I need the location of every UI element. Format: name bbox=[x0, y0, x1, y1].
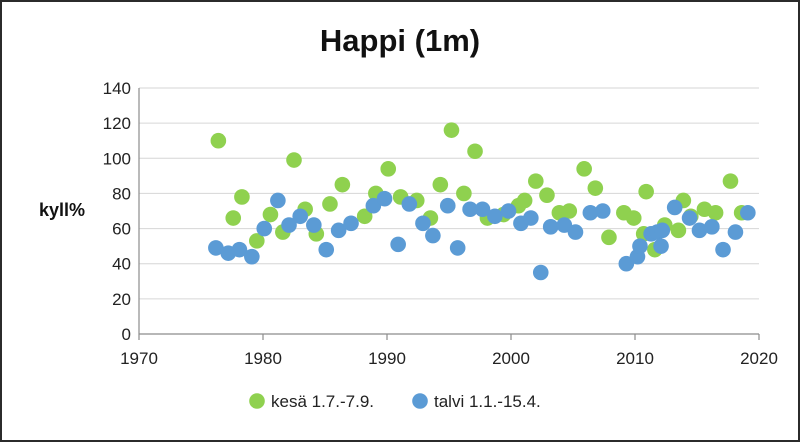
y-tick-label: 40 bbox=[112, 255, 131, 274]
legend-marker bbox=[412, 393, 428, 409]
data-point bbox=[210, 132, 227, 149]
data-point bbox=[286, 152, 302, 168]
data-point bbox=[691, 222, 708, 239]
data-point bbox=[270, 192, 286, 209]
data-point bbox=[449, 240, 466, 256]
x-tick-label: 1990 bbox=[368, 349, 406, 368]
data-point bbox=[401, 196, 418, 212]
y-tick-label: 120 bbox=[103, 114, 131, 133]
data-point bbox=[654, 222, 671, 239]
data-point bbox=[334, 176, 351, 193]
data-point bbox=[225, 210, 242, 226]
data-point bbox=[556, 217, 573, 233]
data-point bbox=[467, 143, 483, 160]
axes bbox=[138, 88, 760, 340]
legend-label: kesä 1.7.-7.9. bbox=[271, 392, 374, 411]
data-point bbox=[704, 219, 720, 235]
data-point bbox=[322, 196, 338, 212]
data-point bbox=[722, 173, 739, 189]
data-point bbox=[439, 197, 456, 214]
data-point bbox=[594, 203, 611, 219]
x-tick-label: 2010 bbox=[616, 349, 654, 368]
data-point bbox=[234, 189, 250, 205]
data-point bbox=[587, 180, 604, 196]
data-point bbox=[740, 204, 756, 221]
data-point bbox=[425, 227, 441, 244]
gridlines bbox=[139, 87, 759, 300]
data-point bbox=[356, 208, 373, 225]
data-point bbox=[542, 219, 559, 235]
tick-labels: 0 20 40 60 80 100 120 140 1970 1980 1990 2000 2010 20… bbox=[103, 79, 778, 368]
legend-marker bbox=[249, 393, 265, 409]
data-point bbox=[256, 220, 273, 237]
data-point bbox=[653, 238, 669, 254]
x-tick-label: 2000 bbox=[492, 349, 530, 368]
y-tick-label: 100 bbox=[103, 149, 131, 168]
data-point bbox=[262, 206, 279, 223]
data-point bbox=[516, 192, 533, 209]
data-point bbox=[582, 204, 599, 221]
data-point bbox=[539, 187, 555, 203]
data-point bbox=[532, 264, 549, 281]
data-point bbox=[330, 222, 347, 239]
y-tick-label: 0 bbox=[122, 325, 131, 344]
data-point bbox=[561, 203, 578, 219]
data-point bbox=[380, 161, 397, 177]
data-point bbox=[281, 217, 297, 233]
data-point bbox=[567, 224, 584, 240]
data-point bbox=[306, 217, 322, 233]
data-point bbox=[707, 204, 724, 221]
data-point bbox=[487, 208, 503, 225]
data-point bbox=[601, 229, 617, 246]
data-point bbox=[618, 255, 635, 272]
data-point bbox=[456, 185, 472, 202]
data-point bbox=[632, 238, 648, 254]
data-point bbox=[231, 241, 248, 258]
series-kesa bbox=[210, 122, 750, 258]
data-point bbox=[208, 240, 224, 256]
data-point bbox=[292, 208, 309, 225]
data-point bbox=[365, 197, 382, 214]
y-tick-label: 20 bbox=[112, 290, 131, 309]
data-point bbox=[523, 210, 539, 226]
data-point bbox=[443, 122, 460, 138]
data-point bbox=[576, 161, 592, 177]
data-point bbox=[715, 241, 731, 258]
y-axis-label: kyll% bbox=[39, 200, 85, 220]
data-point bbox=[244, 248, 260, 265]
data-point bbox=[500, 203, 517, 219]
data-point bbox=[390, 236, 406, 253]
data-point bbox=[462, 201, 478, 218]
chart-title: Happi (1m) bbox=[320, 23, 480, 58]
data-point bbox=[474, 201, 491, 218]
data-point bbox=[528, 173, 544, 189]
y-tick-label: 60 bbox=[112, 220, 131, 239]
x-tick-label: 1980 bbox=[244, 349, 282, 368]
data-point bbox=[625, 210, 642, 226]
x-tick-label: 2020 bbox=[740, 349, 778, 368]
data-point bbox=[666, 199, 683, 216]
data-point bbox=[415, 215, 431, 232]
data-point bbox=[343, 215, 359, 232]
data-point bbox=[432, 176, 449, 193]
data-point bbox=[670, 222, 687, 239]
data-points bbox=[208, 122, 756, 281]
data-point bbox=[727, 224, 744, 240]
data-point bbox=[318, 241, 335, 258]
data-point bbox=[681, 210, 698, 226]
legend: kesä 1.7.-7.9. talvi 1.1.-15.4. bbox=[249, 392, 541, 411]
y-tick-label: 80 bbox=[112, 184, 131, 203]
data-point bbox=[376, 190, 393, 207]
series-talvi bbox=[208, 190, 756, 281]
legend-label: talvi 1.1.-15.4. bbox=[434, 392, 541, 411]
y-tick-label: 140 bbox=[103, 79, 131, 98]
data-point bbox=[638, 183, 654, 200]
data-point bbox=[249, 233, 265, 249]
x-tick-label: 1970 bbox=[120, 349, 158, 368]
